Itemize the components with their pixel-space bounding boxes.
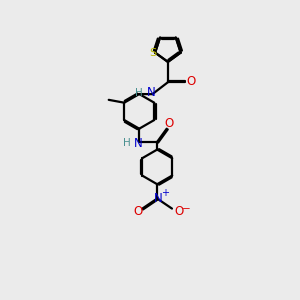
Text: H: H: [135, 88, 143, 98]
Text: O: O: [174, 205, 183, 218]
Text: O: O: [133, 205, 142, 218]
Text: H: H: [122, 138, 130, 148]
Text: O: O: [187, 75, 196, 88]
Text: −: −: [182, 204, 190, 214]
Text: +: +: [161, 188, 169, 198]
Text: S: S: [149, 48, 157, 58]
Text: N: N: [154, 192, 162, 205]
Text: N: N: [146, 86, 155, 100]
Text: O: O: [164, 117, 174, 130]
Text: N: N: [134, 136, 142, 149]
